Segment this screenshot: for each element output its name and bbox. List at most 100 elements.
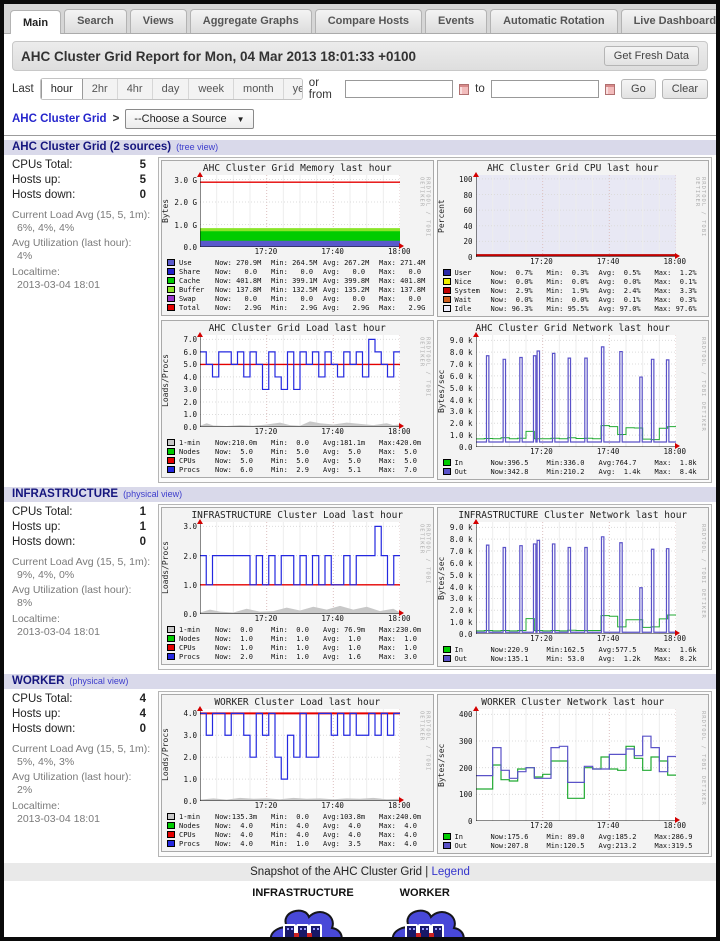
stat-value: 4 xyxy=(139,693,146,705)
y-tick-label: 3.0 xyxy=(183,522,197,532)
legend-text: 1-min xyxy=(179,812,201,821)
chart-infra_net[interactable]: INFRASTRUCTURE Cluster Network last hour… xyxy=(436,507,709,667)
rrdtool-watermark: RRDTOOL / TOBI OETIKER xyxy=(418,711,431,772)
legend-text: In xyxy=(454,458,463,467)
range-year[interactable]: year xyxy=(283,79,302,99)
x-tick-label: 17:20 xyxy=(530,257,553,266)
legend-text: Min: 2.9 xyxy=(271,465,309,474)
y-axis-arrow-icon xyxy=(197,519,203,524)
chart-ahc_net[interactable]: AHC Cluster Grid Network last hour Bytes/… xyxy=(436,320,709,480)
stat-value: 0 xyxy=(139,536,146,548)
rrdtool-watermark: RRDTOOL / TOBI OETIKER xyxy=(418,524,431,585)
cloud-infrastructure[interactable]: INFRASTRUCTURE xyxy=(252,887,354,937)
page-title: AHC Cluster Grid Report for Mon, 04 Mar … xyxy=(21,48,417,64)
tab-automatic-rotation[interactable]: Automatic Rotation xyxy=(490,9,618,33)
legend-text: Out xyxy=(454,841,468,850)
legend-text: Max: 0.0 xyxy=(379,294,422,303)
legend-text: CPUs xyxy=(179,456,196,465)
sidebar-meta: Current Load Avg (15, 5, 1m): 5%, 4%, 3% A… xyxy=(12,743,158,826)
section-view-link-ahc[interactable]: (tree view) xyxy=(176,142,219,152)
from-date-input[interactable] xyxy=(344,80,453,98)
y-tick-label: 80 xyxy=(463,190,473,200)
legend-text: Avg:103.8m xyxy=(323,812,366,821)
legend-row: Nodes Now: 5.0 Min: 5.0 Avg: 5.0 Max: 5.0 xyxy=(167,447,431,456)
legend-swatch-procs xyxy=(167,840,175,847)
legend-text: Min: 0.0 xyxy=(271,438,309,447)
range-day[interactable]: day xyxy=(152,79,190,99)
legend-text: Now: 1.0 xyxy=(215,643,253,652)
section-view-link-worker[interactable]: (physical view) xyxy=(69,676,129,686)
legend-row: CPUs Now: 4.0 Min: 4.0 Avg: 4.0 Max: 4.0 xyxy=(167,830,431,839)
legend-swatch-cpus xyxy=(167,457,175,464)
chart-title: INFRASTRUCTURE Cluster Load last hour xyxy=(191,510,404,521)
legend-text: System xyxy=(454,286,480,295)
chart-worker_net[interactable]: WORKER Cluster Network last hour Bytes/se… xyxy=(436,694,709,854)
legend-text: Avg: 5.0 xyxy=(323,447,361,456)
legend-text: In xyxy=(454,645,463,654)
x-axis-arrow-icon xyxy=(674,253,680,259)
legend-text: Avg: 135.2M xyxy=(323,285,370,294)
source-select-value: --Choose a Source xyxy=(134,113,227,125)
legend-row: Procs Now: 6.0 Min: 2.9 Avg: 5.1 Max: 7.0 xyxy=(167,465,431,474)
tab-search[interactable]: Search xyxy=(64,9,127,33)
tab-views[interactable]: Views xyxy=(129,9,187,33)
section-view-link-infrastructure[interactable]: (physical view) xyxy=(123,489,183,499)
y-tick-label: 3.0 k xyxy=(449,407,473,417)
cloud-worker[interactable]: WORKER xyxy=(382,887,468,937)
get-fresh-data-button[interactable]: Get Fresh Data xyxy=(603,46,699,66)
legend-text: Max: 1.0 xyxy=(379,643,417,652)
legend-text: Max: 1.6k xyxy=(654,645,697,654)
stat-label: CPUs Total: xyxy=(12,506,73,518)
legend-link[interactable]: Legend xyxy=(431,866,470,878)
x-tick-row: 17:20 17:40 18:00 xyxy=(438,821,709,831)
range-week[interactable]: week xyxy=(189,79,235,99)
legend-swatch-in xyxy=(442,459,451,466)
from-calendar-icon[interactable] xyxy=(458,83,470,95)
legend-text: Avg: 267.2M xyxy=(323,258,370,267)
go-button[interactable]: Go xyxy=(621,79,656,99)
range-month[interactable]: month xyxy=(234,79,284,99)
stat-row: Hosts up: 4 xyxy=(12,708,146,720)
to-calendar-icon[interactable] xyxy=(604,83,616,95)
y-tick-label: 200 xyxy=(458,763,473,773)
y-tick-label: 4.0 k xyxy=(449,582,473,592)
range-2hr[interactable]: 2hr xyxy=(82,79,118,99)
legend-text: Avg: 1.4k xyxy=(598,467,641,476)
legend-text: Avg: 5.1 xyxy=(323,465,361,474)
legend-text: Min: 2.9G xyxy=(271,303,318,312)
source-select[interactable]: --Choose a Source ▼ xyxy=(125,109,254,129)
legend-swatch-nodes xyxy=(167,822,175,829)
stat-row: CPUs Total: 1 xyxy=(12,506,146,518)
legend-text: Min: 95.5% xyxy=(546,304,589,313)
grid-breadcrumb-link[interactable]: AHC Cluster Grid xyxy=(12,113,107,125)
tab-live-dashboard[interactable]: Live Dashboard xyxy=(620,9,716,33)
stat-value: 0 xyxy=(139,189,146,201)
y-tick-label: 7.0 k xyxy=(449,547,473,557)
range-4hr[interactable]: 4hr xyxy=(117,79,153,99)
chart-ahc_cpu[interactable]: AHC Cluster Grid CPU last hour Percent 0 20… xyxy=(436,160,709,317)
chart-ahc_mem[interactable]: AHC Cluster Grid Memory last hour Bytes 0.… xyxy=(161,160,434,316)
tab-compare-hosts[interactable]: Compare Hosts xyxy=(314,9,423,33)
x-tick-label: 17:20 xyxy=(254,247,278,256)
legend-row: Nodes Now: 1.0 Min: 1.0 Avg: 1.0 Max: 1.0 xyxy=(167,634,431,643)
tab-main[interactable]: Main xyxy=(10,10,62,34)
meta-value: 2013-03-04 18:01 xyxy=(17,278,100,291)
chart-worker_load[interactable]: WORKER Cluster Load last hour Loads/Procs… xyxy=(161,694,434,852)
tab-events[interactable]: Events xyxy=(425,9,488,33)
chart-ahc_load[interactable]: AHC Cluster Grid Load last hour Loads/Pro… xyxy=(161,320,434,478)
chart-infra_load[interactable]: INFRASTRUCTURE Cluster Load last hour Loa… xyxy=(161,507,434,665)
x-tick-label: 17:40 xyxy=(596,257,620,266)
legend-swatch-use xyxy=(167,259,175,266)
legend-text: Min: 0.0% xyxy=(546,277,589,286)
legend-text: Max: 7.0 xyxy=(379,465,417,474)
y-axis-label: Loads/Procs xyxy=(161,541,170,595)
range-hour[interactable]: hour xyxy=(40,79,83,99)
clear-button[interactable]: Clear xyxy=(661,79,708,99)
legend-text: Min: 4.0 xyxy=(271,821,309,830)
legend-text: Max: 1.0 xyxy=(379,634,417,643)
tab-aggregate-graphs[interactable]: Aggregate Graphs xyxy=(189,9,312,33)
to-date-input[interactable] xyxy=(490,80,599,98)
legend-text: Avg: 4.0 xyxy=(323,821,361,830)
legend-text: Min: 0.3% xyxy=(546,268,589,277)
meta-value: 4% xyxy=(17,250,33,263)
